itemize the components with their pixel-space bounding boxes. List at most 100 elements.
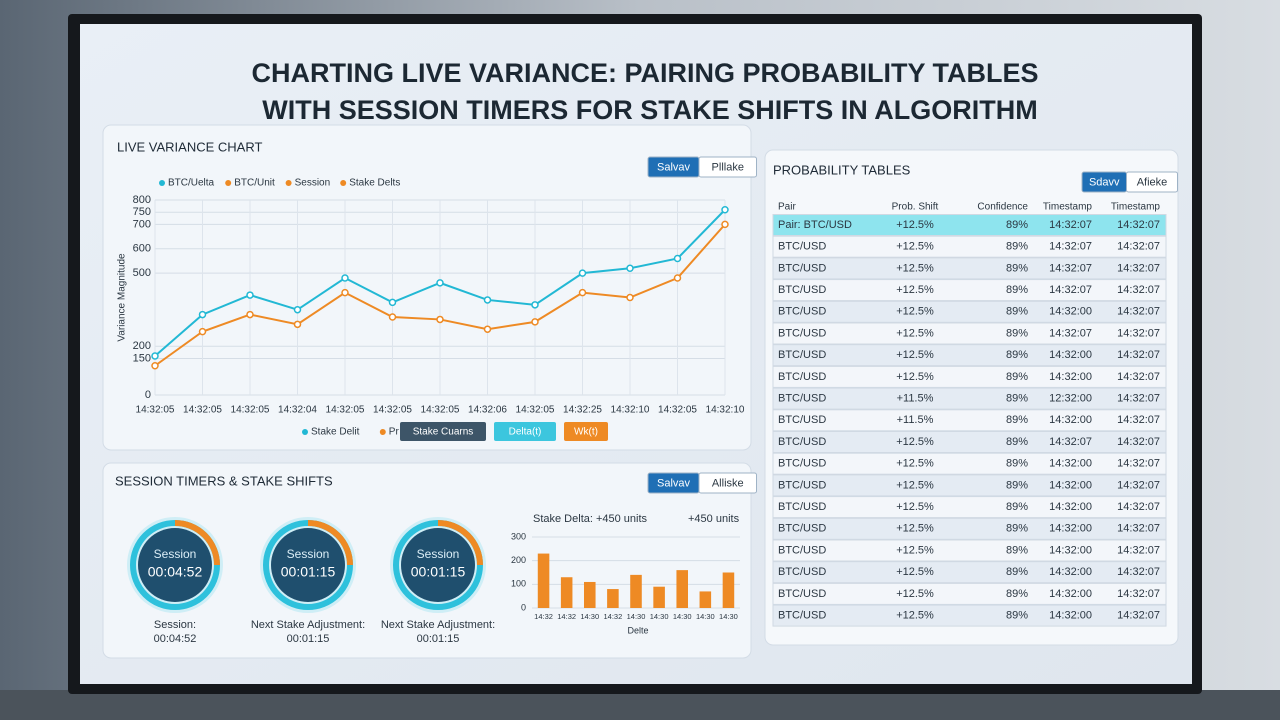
toggle-button[interactable]: [1126, 171, 1178, 193]
table-row[interactable]: [772, 582, 1167, 605]
toggle-label[interactable]: Salvav: [657, 477, 691, 489]
table-cell[interactable]: 89%: [1006, 262, 1028, 274]
table-row[interactable]: [772, 257, 1167, 280]
table-cell[interactable]: BTC/USD: [778, 393, 826, 405]
table-cell[interactable]: 14:32:07: [1117, 219, 1160, 231]
table-cell[interactable]: 14:32:07: [1117, 588, 1160, 600]
table-cell[interactable]: 14:32:00: [1049, 458, 1092, 470]
table-cell[interactable]: 14:32:07: [1049, 241, 1092, 253]
table-cell[interactable]: BTC/USD: [778, 262, 826, 274]
table-cell[interactable]: 89%: [1006, 393, 1028, 405]
table-cell[interactable]: +12.5%: [896, 219, 934, 231]
table-cell[interactable]: +12.5%: [896, 241, 934, 253]
table-cell[interactable]: 89%: [1006, 544, 1028, 556]
table-cell[interactable]: 89%: [1006, 523, 1028, 535]
table-cell[interactable]: 14:32:00: [1049, 523, 1092, 535]
table-cell[interactable]: BTC/USD: [778, 479, 826, 491]
table-cell[interactable]: 12:32:00: [1049, 393, 1092, 405]
table-cell[interactable]: 14:32:07: [1117, 393, 1160, 405]
table-row[interactable]: [772, 604, 1167, 627]
toggle-button[interactable]: [698, 156, 757, 178]
toggle-label[interactable]: Alliske: [712, 477, 744, 489]
table-cell[interactable]: BTC/USD: [778, 544, 826, 556]
table-cell[interactable]: 89%: [1006, 327, 1028, 339]
toggle-label[interactable]: Sdavv: [1089, 176, 1120, 188]
table-cell[interactable]: +12.5%: [896, 501, 934, 513]
table-cell[interactable]: +12.5%: [896, 436, 934, 448]
table-cell[interactable]: 14:32:07: [1117, 566, 1160, 578]
toggle-label[interactable]: Salvav: [657, 161, 691, 173]
table-cell[interactable]: 14:32:00: [1049, 544, 1092, 556]
table-cell[interactable]: 14:32:07: [1117, 544, 1160, 556]
table-cell[interactable]: 14:32:07: [1117, 371, 1160, 383]
table-cell[interactable]: 14:32:00: [1049, 479, 1092, 491]
table-cell[interactable]: +12.5%: [896, 262, 934, 274]
table-cell[interactable]: +12.5%: [896, 458, 934, 470]
table-cell[interactable]: 89%: [1006, 371, 1028, 383]
table-cell[interactable]: BTC/USD: [778, 349, 826, 361]
table-cell[interactable]: 14:32:07: [1117, 523, 1160, 535]
table-cell[interactable]: BTC/USD: [778, 566, 826, 578]
table-cell[interactable]: +12.5%: [896, 284, 934, 296]
table-cell[interactable]: 14:32:07: [1117, 610, 1160, 622]
table-cell[interactable]: BTC/USD: [778, 241, 826, 253]
table-cell[interactable]: BTC/USD: [778, 588, 826, 600]
table-cell[interactable]: +12.5%: [896, 588, 934, 600]
table-cell[interactable]: 89%: [1006, 588, 1028, 600]
table-row[interactable]: [772, 322, 1167, 345]
table-cell[interactable]: 14:32:07: [1117, 306, 1160, 318]
table-cell[interactable]: 14:32:00: [1049, 306, 1092, 318]
table-cell[interactable]: 89%: [1006, 458, 1028, 470]
table-cell[interactable]: 14:32:07: [1049, 284, 1092, 296]
table-cell[interactable]: +12.5%: [896, 523, 934, 535]
table-cell[interactable]: +12.5%: [896, 479, 934, 491]
table-cell[interactable]: Pair: BTC/USD: [778, 219, 852, 231]
table-row[interactable]: [772, 452, 1167, 475]
table-cell[interactable]: 14:32:00: [1049, 588, 1092, 600]
footer-button-label[interactable]: Stake Cuarns: [413, 427, 474, 438]
table-row[interactable]: [772, 387, 1167, 410]
table-row[interactable]: [772, 279, 1167, 302]
table-cell[interactable]: +12.5%: [896, 610, 934, 622]
table-cell[interactable]: 89%: [1006, 436, 1028, 448]
table-row[interactable]: [772, 474, 1167, 497]
table-cell[interactable]: 14:32:07: [1117, 349, 1160, 361]
table-row[interactable]: [772, 561, 1167, 584]
table-row[interactable]: [772, 214, 1167, 236]
table-row[interactable]: [772, 431, 1167, 453]
table-cell[interactable]: +12.5%: [896, 371, 934, 383]
table-cell[interactable]: BTC/USD: [778, 371, 826, 383]
table-cell[interactable]: 14:32:07: [1049, 436, 1092, 448]
table-cell[interactable]: 89%: [1006, 610, 1028, 622]
table-cell[interactable]: 89%: [1006, 219, 1028, 231]
table-cell[interactable]: +12.5%: [896, 349, 934, 361]
table-cell[interactable]: 14:32:07: [1117, 414, 1160, 426]
table-cell[interactable]: 89%: [1006, 501, 1028, 513]
table-cell[interactable]: 14:32:00: [1049, 501, 1092, 513]
table-cell[interactable]: BTC/USD: [778, 306, 826, 318]
table-cell[interactable]: 14:32:00: [1049, 610, 1092, 622]
table-cell[interactable]: 14:32:00: [1049, 414, 1092, 426]
footer-button[interactable]: [564, 422, 608, 441]
table-cell[interactable]: 14:32:07: [1117, 458, 1160, 470]
table-cell[interactable]: 89%: [1006, 414, 1028, 426]
table-cell[interactable]: 89%: [1006, 284, 1028, 296]
table-cell[interactable]: 14:32:07: [1117, 262, 1160, 274]
table-cell[interactable]: 14:32:07: [1117, 284, 1160, 296]
footer-button[interactable]: [494, 422, 556, 441]
table-cell[interactable]: 14:32:07: [1049, 327, 1092, 339]
table-cell[interactable]: 89%: [1006, 566, 1028, 578]
table-cell[interactable]: 14:32:07: [1117, 501, 1160, 513]
table-cell[interactable]: BTC/USD: [778, 610, 826, 622]
table-cell[interactable]: +12.5%: [896, 327, 934, 339]
table-cell[interactable]: 89%: [1006, 306, 1028, 318]
table-cell[interactable]: 14:32:07: [1117, 327, 1160, 339]
table-cell[interactable]: 14:32:07: [1117, 436, 1160, 448]
table-cell[interactable]: +11.5%: [897, 393, 934, 405]
table-row[interactable]: [772, 235, 1167, 258]
table-row[interactable]: [772, 300, 1167, 323]
table-row[interactable]: [772, 344, 1167, 367]
table-cell[interactable]: 89%: [1006, 241, 1028, 253]
table-cell[interactable]: 89%: [1006, 479, 1028, 491]
table-cell[interactable]: BTC/USD: [778, 501, 826, 513]
